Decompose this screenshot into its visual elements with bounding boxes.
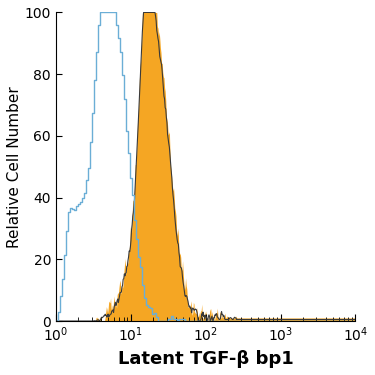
Y-axis label: Relative Cell Number: Relative Cell Number [7, 86, 22, 248]
X-axis label: Latent TGF-β bp1: Latent TGF-β bp1 [118, 350, 294, 368]
